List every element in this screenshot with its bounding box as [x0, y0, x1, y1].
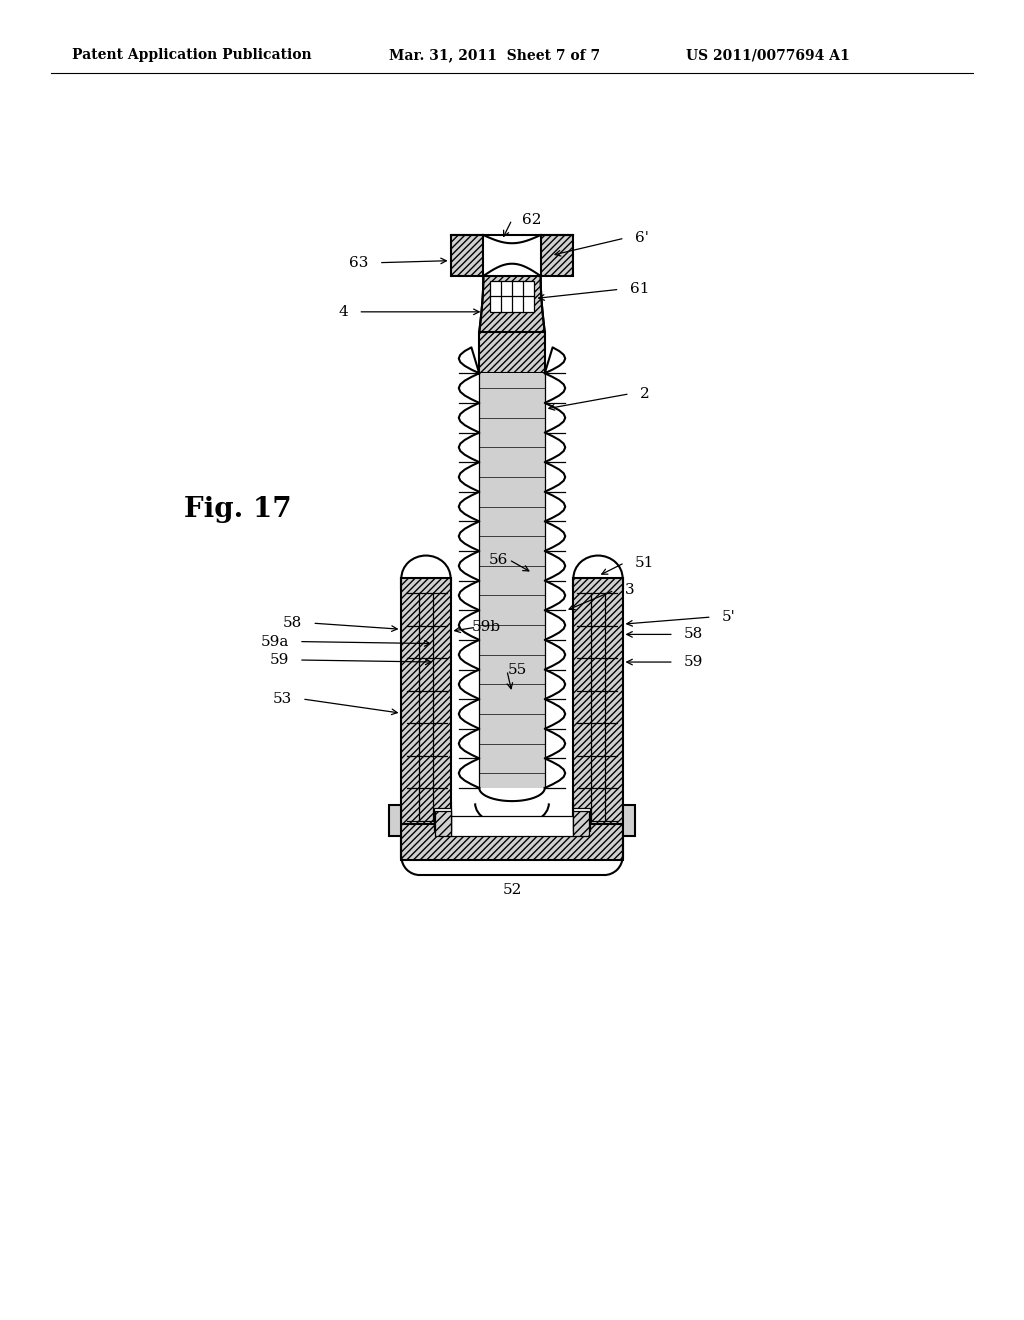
Text: 53: 53: [272, 692, 292, 706]
Text: Mar. 31, 2011  Sheet 7 of 7: Mar. 31, 2011 Sheet 7 of 7: [389, 49, 600, 62]
Text: 5': 5': [722, 610, 735, 624]
Text: 58: 58: [684, 627, 703, 642]
Text: 61: 61: [630, 282, 649, 296]
Text: US 2011/0077694 A1: US 2011/0077694 A1: [686, 49, 850, 62]
Bar: [389, 805, 401, 836]
Bar: [479, 374, 545, 788]
Text: 3: 3: [625, 583, 634, 598]
Bar: [435, 810, 451, 836]
Text: Patent Application Publication: Patent Application Publication: [72, 49, 311, 62]
Bar: [490, 281, 534, 312]
Bar: [573, 578, 623, 836]
Text: 4: 4: [338, 305, 348, 319]
Text: 6': 6': [635, 231, 649, 246]
Bar: [541, 235, 573, 276]
Text: 59a: 59a: [260, 635, 289, 648]
Text: 2: 2: [640, 387, 650, 401]
Text: 55: 55: [508, 663, 526, 677]
Polygon shape: [479, 276, 545, 333]
Text: 62: 62: [522, 213, 542, 227]
Bar: [451, 816, 573, 836]
Text: 51: 51: [635, 556, 654, 570]
Text: 56: 56: [489, 553, 508, 566]
Bar: [573, 808, 590, 832]
Bar: [401, 824, 623, 859]
Text: 59: 59: [269, 653, 289, 667]
Bar: [573, 810, 589, 836]
Text: 63: 63: [349, 256, 369, 269]
Bar: [451, 235, 483, 276]
Bar: [623, 805, 635, 836]
Text: 59b: 59b: [472, 620, 501, 634]
Bar: [479, 333, 545, 374]
Bar: [434, 808, 451, 832]
Text: Fig. 17: Fig. 17: [184, 495, 292, 523]
Bar: [401, 578, 451, 836]
Text: 59: 59: [684, 655, 703, 669]
Text: 52: 52: [503, 883, 521, 898]
Text: 58: 58: [283, 616, 302, 630]
